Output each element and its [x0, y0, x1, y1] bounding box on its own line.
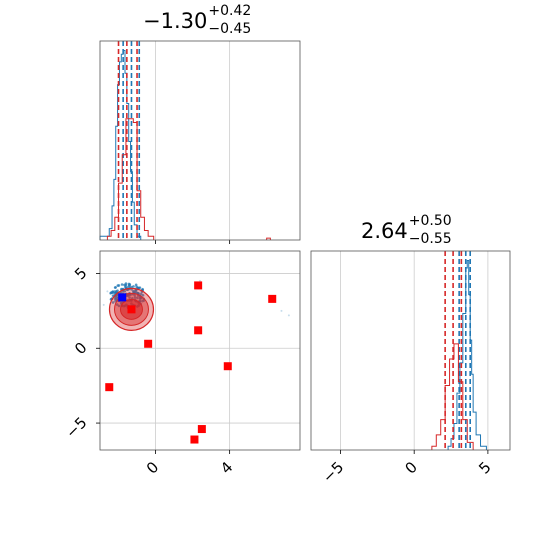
blue-sample-point [139, 296, 143, 300]
red-contour [108, 287, 155, 331]
red-square-marker [127, 305, 136, 314]
param1-title-value: −1.30 [143, 9, 208, 33]
panel-frame [99, 250, 301, 451]
histogram-blue [99, 49, 142, 240]
param1-title-upper: +0.42 [208, 3, 252, 19]
blue-sample-point [110, 290, 114, 294]
blue-sample-point [128, 296, 131, 299]
blue-sample-point [124, 282, 128, 285]
y-tick-label: 5 [71, 264, 90, 283]
x-tick-label: 0 [143, 458, 162, 477]
blue-sample-point [111, 301, 115, 304]
histogram-red [431, 343, 474, 450]
panel-param2-histogram: −5 0 5 [310, 250, 511, 486]
param1-title-lower: −0.45 [208, 21, 252, 37]
param2-title-lower: −0.55 [408, 231, 452, 247]
red-square-marker [194, 326, 203, 335]
outlier-point [287, 314, 290, 317]
blue-sample-point [133, 296, 137, 299]
x-tick-label: 4 [217, 458, 236, 477]
param2-title-upper: +0.50 [408, 213, 452, 229]
histogram-red [106, 118, 271, 240]
blue-sample-point [126, 293, 130, 297]
panel-joint-scatter: 0 4 −5 0 5 [62, 250, 301, 478]
outlier-point [280, 309, 283, 312]
panel-frame [310, 250, 511, 451]
blue-sample-point [114, 286, 117, 289]
panel-frame [99, 40, 301, 241]
blue-sample-point [123, 290, 127, 293]
x-tick-label: 0 [402, 458, 421, 477]
blue-sample-point [127, 285, 130, 289]
red-square-marker [190, 435, 199, 444]
red-square-marker [194, 281, 203, 290]
blue-sample-point [117, 304, 121, 308]
red-square-marker [223, 362, 232, 371]
blue-sample-point [138, 299, 142, 302]
y-tick-label: −5 [62, 413, 90, 441]
blue-sample-point [124, 284, 127, 288]
param1-title: −1.30 +0.42 −0.45 [143, 3, 252, 37]
blue-sample-point [120, 283, 124, 286]
panel-param1-histogram [99, 40, 301, 244]
red-square-marker [268, 294, 277, 303]
blue-square-marker [118, 293, 127, 302]
outlier-point [102, 303, 105, 306]
blue-sample-point [134, 290, 138, 294]
blue-sample-point [141, 299, 144, 303]
blue-sample-point [120, 301, 123, 304]
x-tick-label: −5 [319, 458, 347, 486]
blue-sample-point [113, 290, 116, 293]
y-tick-label: 0 [71, 339, 90, 358]
blue-sample-point [132, 285, 135, 288]
blue-sample-point [116, 284, 120, 287]
param2-title: 2.64 +0.50 −0.55 [361, 213, 452, 247]
param2-title-value: 2.64 [361, 219, 408, 243]
joint-plot-area [100, 251, 300, 450]
blue-sample-point [136, 296, 139, 300]
blue-sample-point [141, 294, 145, 297]
outlier-point [106, 290, 109, 293]
red-square-marker [144, 339, 153, 348]
blue-sample-point [115, 303, 119, 306]
histogram-blue [447, 259, 487, 450]
red-square-marker [105, 383, 114, 392]
blue-sample-point [116, 289, 119, 292]
red-square-marker [197, 425, 206, 434]
x-tick-label: 5 [475, 458, 494, 477]
